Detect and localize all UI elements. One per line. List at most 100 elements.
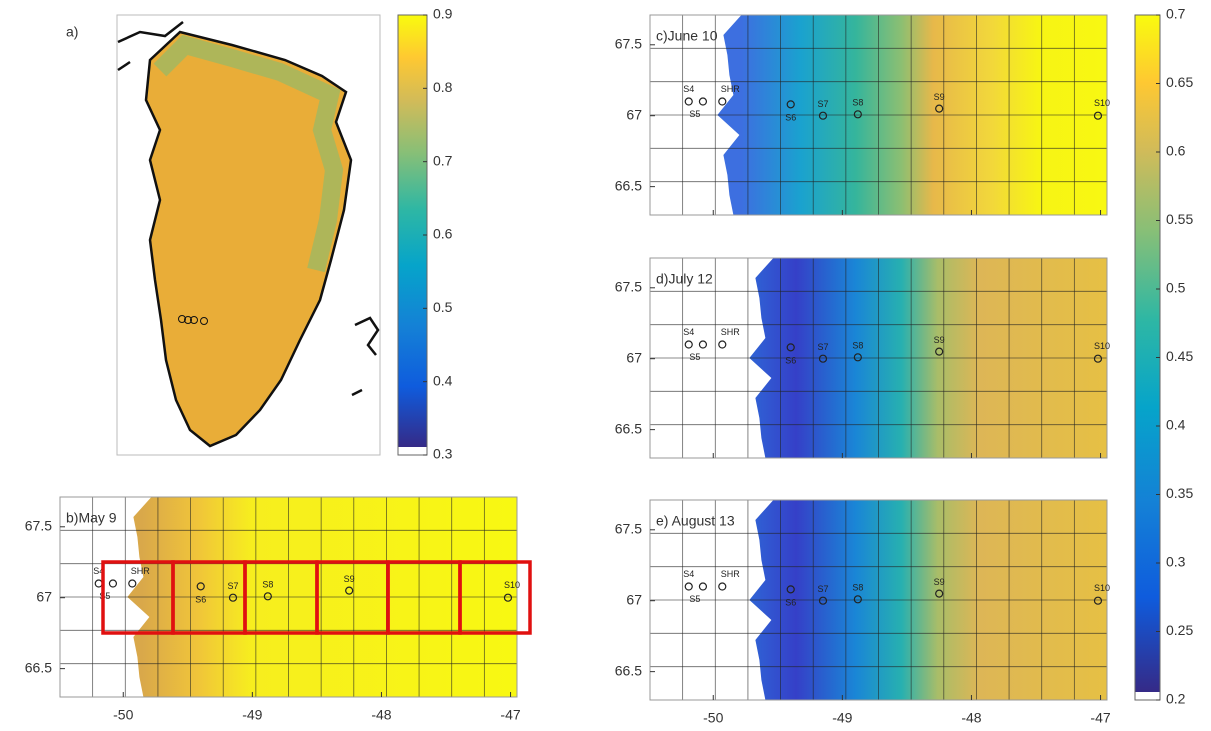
x-tick-label: -50 [703,710,723,726]
station-label: S5 [689,594,700,604]
station-label: S5 [689,109,700,119]
station [935,104,944,113]
station-label: S7 [817,99,828,109]
panel-label: e) August 13 [656,513,735,529]
colorbar-tick-label: 0.25 [1166,622,1193,638]
colorbar-tick-label: 0.5 [433,299,453,315]
station-label: S8 [852,341,863,351]
colorbar-tick-label: 0.2 [1166,691,1186,707]
station-label: SHR [721,327,741,337]
panel-label: c)June 10 [656,28,718,44]
station [786,343,795,352]
station [684,97,693,106]
colorbar-tick-label: 0.65 [1166,74,1193,90]
y-tick-label: 67 [626,106,642,122]
coastline [351,316,380,397]
station-label: SHR [721,569,741,579]
station-label: S8 [262,580,273,590]
colorbar [398,15,427,447]
colorbar-tick-label: 0.3 [433,446,453,462]
station-label: S5 [99,591,110,601]
station-label: S4 [93,566,104,576]
panel-frame [649,14,1108,216]
greenland [144,30,353,448]
colorbar-tick-label: 0.8 [433,79,453,95]
colorbar-tick-label: 0.6 [433,226,453,242]
station-label: S8 [852,98,863,108]
y-tick-label: 67 [626,349,642,365]
station-label: S9 [934,335,945,345]
station-label: S7 [227,581,238,591]
station [853,110,862,119]
x-tick-label: -49 [832,710,852,726]
map-panel: e) August 13 67.5 67 66.5 -50 -49 -48 -47 S4 S5 SH… [615,499,1111,726]
station-label: S10 [1094,341,1110,351]
station-label: S7 [817,584,828,594]
station [228,593,238,602]
y-tick-label: 67 [626,591,642,607]
y-tick-label: 66.5 [615,177,642,193]
panel-frame [649,257,1108,459]
y-tick-label: 67.5 [615,278,642,294]
panel-a [116,14,381,456]
station [196,582,205,591]
station [786,100,795,109]
colorbar-tick-label: 0.9 [433,6,453,22]
station-label: S8 [852,583,863,593]
x-tick-label: -49 [242,707,262,723]
panel-label: d)July 12 [656,271,713,287]
station [786,585,795,594]
station [684,340,693,349]
x-tick-label: -47 [1090,710,1110,726]
station [718,97,727,106]
x-tick-label: -48 [961,710,981,726]
station-label: S10 [1094,583,1110,593]
station [935,589,944,598]
ice-margin [153,34,344,273]
x-tick-label: -50 [113,707,133,723]
station [718,340,727,349]
colorbar-tick-label: 0.55 [1166,211,1193,227]
sample-boxes [101,560,532,635]
station [818,354,828,363]
station [128,579,137,588]
station-label: SHR [721,84,741,94]
station [698,97,708,106]
map-panel: d)July 12 67.5 67 66.5 S4 S5 SHR S6 S7 S8 S9 S10 [615,257,1110,459]
station [853,353,862,362]
colorbar-tick-label: 0.6 [1166,143,1186,159]
station [108,579,118,588]
station [1093,111,1103,120]
station-label: S6 [785,598,796,608]
station [698,340,708,349]
colorbar [1135,15,1160,692]
y-tick-label: 66.5 [615,662,642,678]
y-tick-label: 66.5 [25,659,52,675]
station-label: S5 [689,352,700,362]
colorbar-tick-label: 0.5 [1166,280,1186,296]
x-tick-label: -48 [371,707,391,723]
colorbar-tick-label: 0.35 [1166,485,1193,501]
map-panel: b)May 9 67.5 67 66.5 -50 -49 -48 -47 S4 S5 SHR S6 S7… [25,496,521,723]
station [1093,354,1103,363]
station [1093,596,1103,605]
station [935,347,944,356]
colorbar-tick-label: 0.45 [1166,348,1193,364]
x-tick-label: -47 [500,707,520,723]
colorbar-tick-label: 0.7 [1166,6,1186,22]
y-tick-label: 67 [36,588,52,604]
station [718,582,727,591]
panel-label: b)May 9 [66,510,117,526]
station-markers [178,315,208,325]
station-label: S9 [344,574,355,584]
station-label: S6 [785,113,796,123]
station-label: S10 [1094,98,1110,108]
station-label: SHR [131,566,151,576]
colorbar-tick-label: 0.7 [433,152,453,168]
station-label: S10 [504,580,520,590]
panel-label: a) [66,24,78,40]
station-label: S4 [683,569,694,579]
y-tick-label: 67.5 [615,35,642,51]
station-label: S6 [195,595,206,605]
